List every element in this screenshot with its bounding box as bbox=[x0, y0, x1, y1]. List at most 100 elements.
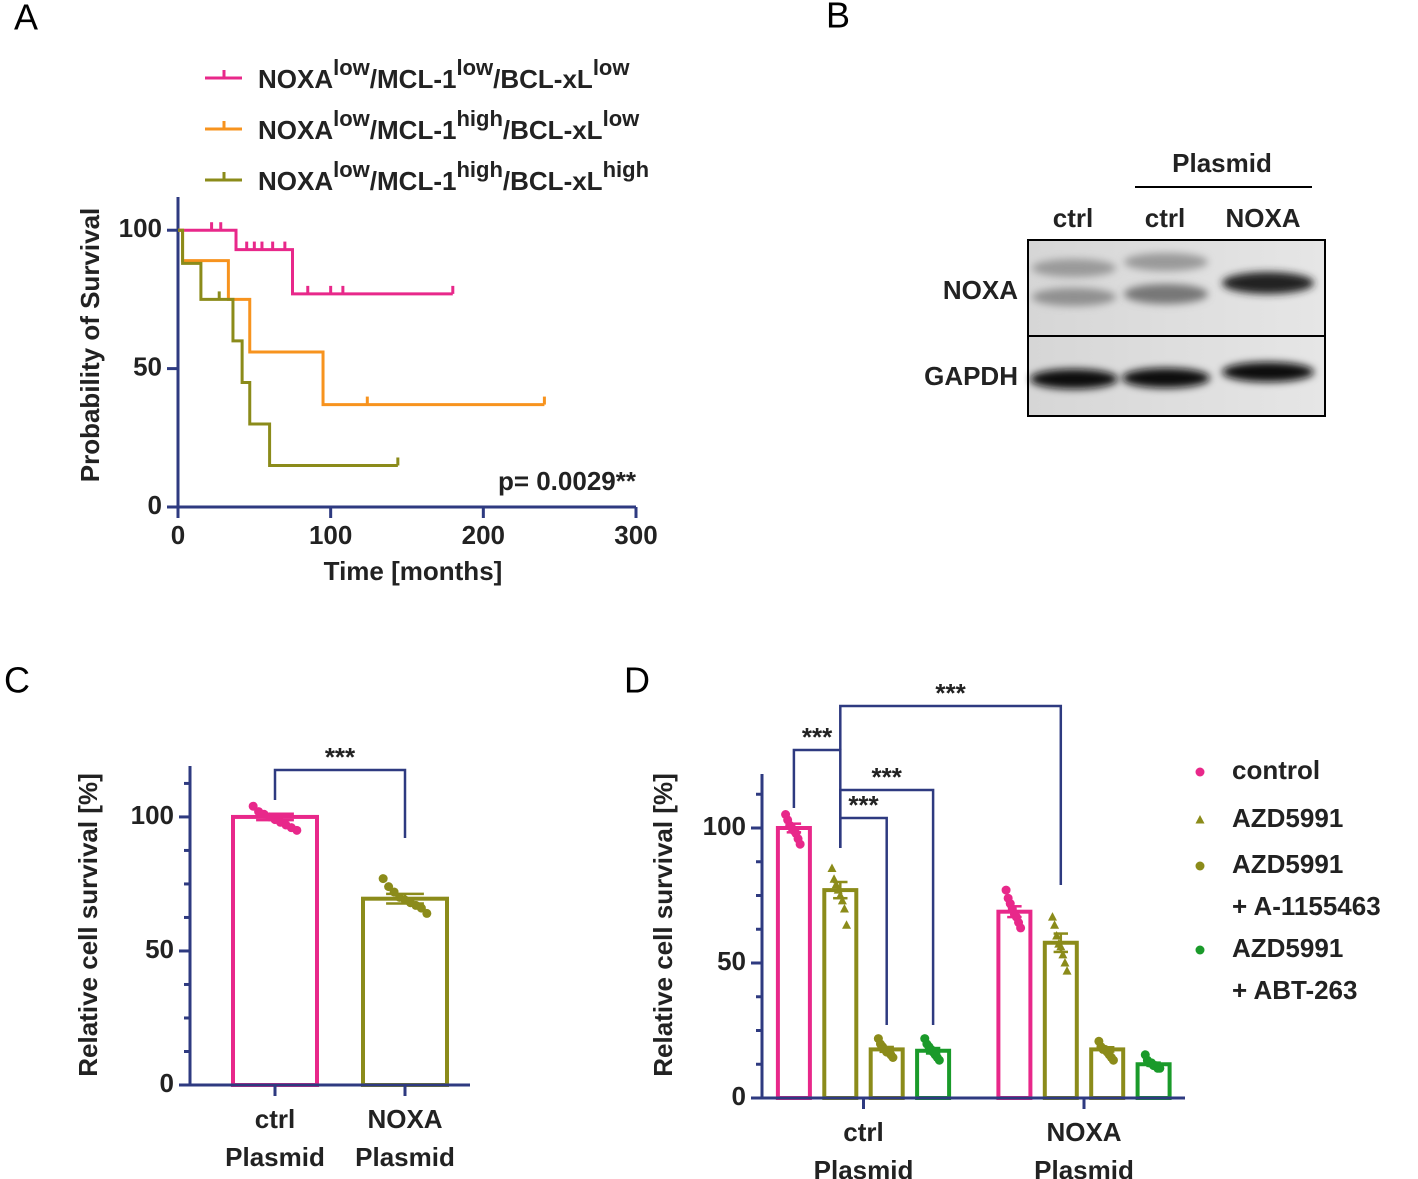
data-point bbox=[1195, 815, 1205, 824]
legend-text: /MCL-1 bbox=[370, 115, 457, 145]
legend-text: /MCL-1 bbox=[370, 166, 457, 196]
legend-superscript: high bbox=[456, 157, 502, 182]
data-point bbox=[839, 904, 849, 913]
blot-band bbox=[1124, 253, 1208, 271]
blot-band bbox=[1030, 369, 1118, 389]
bar bbox=[996, 909, 1033, 1101]
lane-label: ctrl bbox=[1053, 203, 1093, 233]
data-point bbox=[1016, 923, 1026, 933]
error-bar bbox=[1097, 1045, 1117, 1053]
data-point bbox=[827, 863, 837, 872]
legend-text: NOXA bbox=[258, 166, 333, 196]
y-tick-label: 50 bbox=[145, 934, 174, 964]
x-tick-label: ctrl bbox=[843, 1117, 883, 1147]
survival-curve bbox=[178, 228, 453, 296]
bar bbox=[868, 1047, 905, 1101]
bar bbox=[231, 814, 319, 1088]
significance-bracket bbox=[839, 704, 1063, 885]
bar bbox=[361, 896, 449, 1088]
y-tick-label: 0 bbox=[732, 1081, 746, 1111]
legend-label: AZD5991 bbox=[1232, 849, 1343, 879]
data-point bbox=[888, 1053, 898, 1062]
error-bar bbox=[1144, 1061, 1164, 1068]
panel-label: A bbox=[14, 0, 38, 38]
x-tick-label: 0 bbox=[171, 520, 185, 550]
legend-label: + ABT-263 bbox=[1232, 975, 1357, 1005]
legend-superscript: low bbox=[333, 55, 371, 80]
significance-label: *** bbox=[935, 678, 966, 708]
error-bar bbox=[379, 892, 431, 905]
error-bar bbox=[249, 812, 301, 822]
data-point bbox=[1195, 861, 1205, 871]
y-tick-label: 100 bbox=[703, 811, 746, 841]
blot-band bbox=[1032, 259, 1116, 277]
error-bar bbox=[784, 822, 804, 834]
x-tick-label: 200 bbox=[462, 520, 505, 550]
legend-text: /BCL-xL bbox=[503, 115, 603, 145]
legend-text: NOXA bbox=[258, 64, 333, 94]
panel-label: B bbox=[826, 0, 850, 36]
data-point bbox=[1108, 1055, 1118, 1065]
legend-superscript: low bbox=[603, 106, 641, 131]
y-tick-label: 100 bbox=[119, 213, 162, 243]
significance-label: *** bbox=[872, 762, 903, 792]
error-bar bbox=[1004, 905, 1024, 919]
blot-frame bbox=[1027, 239, 1326, 417]
data-point bbox=[1050, 920, 1060, 929]
y-tick-label: 50 bbox=[717, 946, 746, 976]
data-point bbox=[1058, 949, 1068, 959]
lane-label: ctrl bbox=[1145, 203, 1185, 233]
survival-curve bbox=[178, 228, 398, 467]
x-tick-label: 100 bbox=[309, 520, 352, 550]
legend-superscript: high bbox=[456, 106, 502, 131]
data-point bbox=[1001, 885, 1011, 895]
y-axis-title: Relative cell survival [%] bbox=[73, 773, 103, 1076]
legend-superscript: high bbox=[603, 157, 649, 182]
legend-label: AZD5991 bbox=[1232, 803, 1343, 833]
panel-label: D bbox=[624, 660, 650, 701]
legend-superscript: low bbox=[456, 55, 494, 80]
legend-text: /MCL-1 bbox=[370, 64, 457, 94]
x-tick-label: NOXA bbox=[367, 1104, 442, 1134]
data-point bbox=[1062, 966, 1072, 975]
y-tick-label: 50 bbox=[133, 351, 162, 381]
row-label: GAPDH bbox=[924, 361, 1018, 391]
legend-label: AZD5991 bbox=[1232, 933, 1343, 963]
legend-superscript: low bbox=[593, 55, 631, 80]
error-bar bbox=[923, 1046, 943, 1055]
error-bar bbox=[1051, 932, 1071, 954]
legend-text: /BCL-xL bbox=[503, 166, 603, 196]
significance-bracket bbox=[839, 816, 888, 1025]
legend-text: NOXA bbox=[258, 115, 333, 145]
y-axis-title: Relative cell survival [%] bbox=[648, 773, 678, 1076]
legend-label: NOXAlow/MCL-1high/BCL-xLlow bbox=[258, 106, 640, 145]
x-tick-label: Plasmid bbox=[225, 1142, 325, 1172]
x-tick-label: Plasmid bbox=[1034, 1155, 1134, 1179]
bar bbox=[775, 826, 812, 1100]
legend-label: NOXAlow/MCL-1high/BCL-xLhigh bbox=[258, 157, 649, 196]
annotation: p= 0.0029** bbox=[498, 466, 637, 496]
x-tick-label: Plasmid bbox=[355, 1142, 455, 1172]
significance-label: *** bbox=[325, 742, 356, 772]
data-point bbox=[837, 895, 847, 905]
y-tick-label: 100 bbox=[131, 800, 174, 830]
group-label: Plasmid bbox=[1172, 148, 1272, 178]
data-point bbox=[1195, 945, 1205, 955]
data-point bbox=[378, 874, 388, 884]
significance-label: *** bbox=[848, 790, 879, 820]
x-axis-title: Time [months] bbox=[324, 556, 503, 586]
legend-superscript: low bbox=[333, 106, 371, 131]
significance-label: *** bbox=[802, 722, 833, 752]
legend-label: NOXAlow/MCL-1low/BCL-xLlow bbox=[258, 55, 630, 94]
error-bar bbox=[877, 1045, 897, 1054]
blot-band bbox=[1124, 284, 1208, 304]
x-tick-label: Plasmid bbox=[814, 1155, 914, 1179]
error-bar bbox=[830, 880, 850, 900]
data-point bbox=[1052, 931, 1062, 940]
x-tick-label: NOXA bbox=[1046, 1117, 1121, 1147]
significance-bracket bbox=[839, 788, 935, 1025]
panel-label: C bbox=[4, 660, 30, 701]
bar bbox=[822, 888, 859, 1100]
blot-band bbox=[1222, 272, 1314, 294]
